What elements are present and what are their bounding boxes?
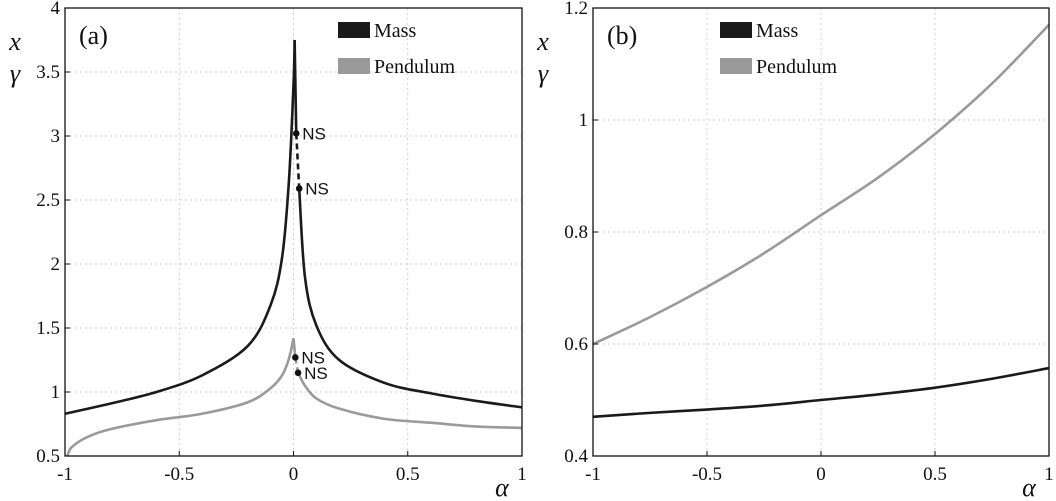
y-tick-label: 1 (51, 382, 61, 403)
series-line-mass-unstable (294, 133, 301, 189)
legend-swatch-pendulum (338, 58, 370, 74)
y-tick-label: 1.5 (36, 318, 60, 339)
ns-point (295, 185, 303, 192)
y-tick-label: 1.2 (564, 0, 588, 19)
series-line-pendulum-right (296, 372, 523, 430)
legend-label-pendulum: Pendulum (756, 56, 838, 78)
x-tick-label: -1 (585, 464, 601, 485)
legend-swatch-mass (338, 22, 370, 38)
legend-label-mass: Mass (756, 20, 798, 42)
legend-swatch-mass (720, 22, 752, 38)
ns-point (292, 354, 299, 361)
y-axis-label-bottom: γ (10, 59, 21, 88)
panel-label: (a) (79, 21, 108, 50)
y-tick-label: 3 (51, 126, 61, 147)
series-line-pendulum-left (66, 337, 295, 457)
legend-swatch-pendulum (720, 58, 752, 74)
ns-point (292, 130, 300, 137)
x-tick-label: 1 (1044, 464, 1054, 485)
x-tick-label: 0.5 (923, 464, 947, 485)
y-tick-label: 2.5 (36, 190, 60, 211)
series-line-pendulum (592, 23, 1050, 346)
x-axis-label: α (1022, 473, 1037, 501)
y-axis-label-top: x (8, 27, 21, 56)
y-axis-label-top: x (536, 27, 549, 56)
y-tick-label: 0.5 (36, 446, 60, 467)
chart-panel-b: -1 -0.5 0 0.5 1 0.4 0.6 0.8 1 1.2 α xγ (b) Mass Pendul… (536, 0, 1054, 501)
y-tick-label: 0.8 (564, 222, 588, 243)
legend-label-pendulum: Pendulum (374, 56, 456, 78)
ns-label: NS (302, 124, 326, 143)
series-line-mass-left (64, 39, 296, 416)
x-axis-label: α (495, 473, 510, 501)
legend-label-mass: Mass (374, 20, 416, 42)
x-tick-label: 1 (517, 464, 527, 485)
x-tick-label: -1 (57, 464, 73, 485)
x-tick-label: -0.5 (692, 464, 722, 485)
y-axis-label-bottom: γ (538, 59, 549, 88)
x-tick-label: 0 (289, 464, 299, 485)
y-tick-label: 0.6 (564, 334, 588, 355)
y-tick-label: 2 (51, 254, 61, 275)
series-line-mass-peak (293, 39, 298, 134)
ns-point (294, 369, 302, 377)
y-tick-label: 1 (579, 110, 589, 131)
y-tick-label: 3.5 (36, 62, 60, 83)
y-tick-label: 0.4 (564, 446, 588, 467)
x-tick-label: 0.5 (396, 464, 420, 485)
panel-label: (b) (607, 21, 637, 50)
ns-label: NS (305, 179, 329, 198)
x-tick-label: 0 (816, 464, 826, 485)
series-line-mass-right (297, 188, 523, 409)
series-line-mass (592, 366, 1050, 419)
y-tick-label: 4 (51, 0, 61, 19)
ns-label: NS (304, 364, 328, 383)
x-tick-label: -0.5 (164, 464, 194, 485)
ns-label: NS (301, 348, 325, 367)
